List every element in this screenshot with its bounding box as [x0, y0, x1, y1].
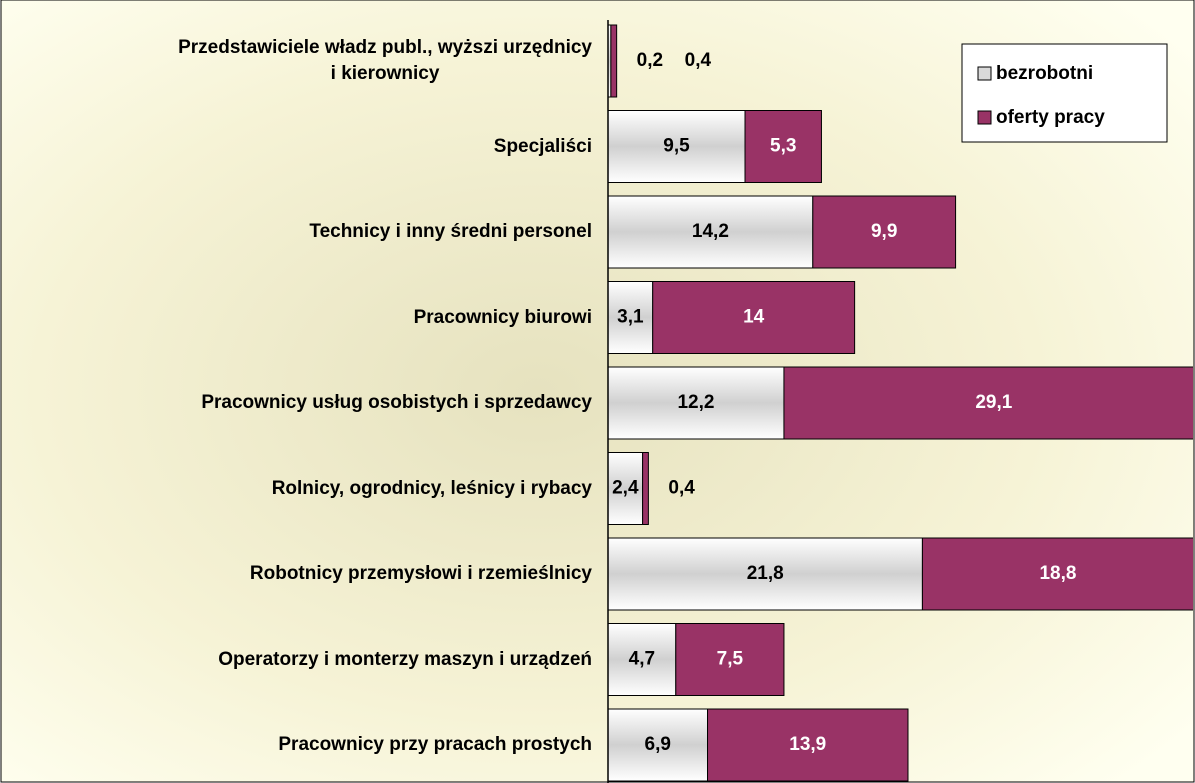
- bar-segment: [921, 537, 1193, 611]
- legend-swatch: [977, 110, 992, 125]
- category-label: Specjaliści: [493, 135, 592, 157]
- legend-label: oferty pracy: [996, 107, 1105, 128]
- bar-segment: [707, 708, 909, 782]
- bar-segment: [607, 452, 644, 525]
- bar-segment: [607, 537, 923, 611]
- data-label: 6,9: [645, 734, 671, 755]
- data-label: 18,8: [1039, 563, 1076, 584]
- data-label: 5,3: [770, 136, 796, 157]
- data-label: 14,2: [692, 221, 729, 242]
- category-label: Pracownicy biurowi: [413, 306, 592, 328]
- data-label: 2,4: [612, 478, 639, 499]
- bar-segment: [607, 708, 709, 782]
- data-label: 0,4: [668, 478, 695, 499]
- bar-segment: [783, 366, 1193, 440]
- data-label: 0,2: [637, 50, 663, 71]
- legend: bezrobotni oferty pracy: [961, 43, 1168, 143]
- data-label: 0,4: [685, 50, 712, 71]
- data-label: 3,1: [617, 307, 644, 328]
- bar-segment: [610, 24, 618, 98]
- bar-segment: [642, 452, 649, 525]
- category-label: Pracownicy usług osobistych i sprzedawcy: [201, 392, 592, 413]
- data-label: 9,5: [663, 136, 690, 157]
- bar-segment: [607, 366, 785, 440]
- bar-segment: [744, 110, 822, 183]
- data-label: 13,9: [789, 734, 826, 755]
- bar-segment: [652, 281, 856, 354]
- data-label: 7,5: [717, 649, 744, 670]
- bar-segment: [812, 195, 957, 269]
- data-label: 4,7: [629, 649, 655, 670]
- legend-label: bezrobotni: [996, 63, 1093, 84]
- bar-segment: [607, 110, 746, 183]
- category-label: Robotnicy przemysłowi i rzemieślnicy: [249, 563, 592, 584]
- data-label: 9,9: [871, 221, 897, 242]
- legend-box: [961, 43, 1168, 143]
- category-label: Technicy i inny średni personel: [309, 221, 592, 242]
- bar-segment: [675, 623, 785, 696]
- category-label: Operatorzy i monterzy maszyn i urządzeń: [218, 648, 592, 670]
- data-label: 14: [743, 307, 765, 328]
- data-label: 21,8: [747, 563, 784, 584]
- data-label: 29,1: [975, 392, 1012, 413]
- category-label: Rolnicy, ogrodnicy, leśnicy i rybacy: [271, 477, 592, 499]
- category-label: Przedstawiciele władz publ., wyższi urzę…: [178, 37, 592, 84]
- data-label: 12,2: [677, 392, 714, 413]
- category-label: Pracownicy przy pracach prostych: [278, 734, 592, 755]
- legend-swatch: [977, 66, 992, 81]
